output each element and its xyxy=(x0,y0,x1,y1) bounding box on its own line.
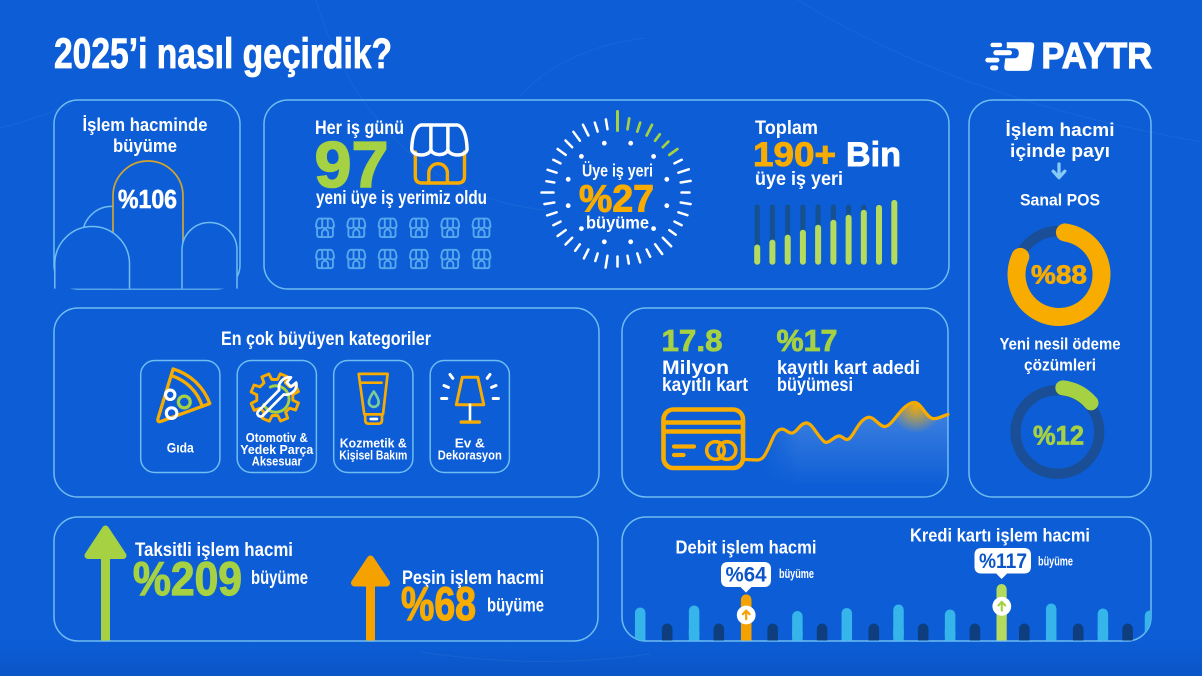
svg-text:kayıtlı kart adedi: kayıtlı kart adedi xyxy=(777,358,920,379)
svg-text:2025’i nasıl geçirdik?: 2025’i nasıl geçirdik? xyxy=(54,30,392,78)
svg-text:büyüme: büyüme xyxy=(1038,555,1073,569)
svg-text:190+: 190+ xyxy=(753,136,836,174)
svg-text:Kişisel Bakım: Kişisel Bakım xyxy=(339,447,407,462)
svg-text:İşlem hacmi: İşlem hacmi xyxy=(1006,119,1115,140)
svg-text:büyüme: büyüme xyxy=(251,567,308,589)
svg-text:Sanal POS: Sanal POS xyxy=(1020,192,1100,210)
svg-text:97: 97 xyxy=(315,128,389,201)
svg-text:büyüme: büyüme xyxy=(586,213,649,233)
svg-text:Milyon: Milyon xyxy=(662,358,729,379)
svg-text:Toplam: Toplam xyxy=(755,118,818,139)
svg-text:Gıda: Gıda xyxy=(167,441,194,456)
svg-text:içinde payı: içinde payı xyxy=(1010,140,1110,161)
svg-text:%12: %12 xyxy=(1033,421,1084,451)
svg-text:büyüme: büyüme xyxy=(113,136,177,156)
svg-text:PAYTR: PAYTR xyxy=(1042,35,1153,76)
svg-text:%106: %106 xyxy=(118,184,177,214)
svg-text:%68: %68 xyxy=(401,577,476,630)
svg-text:büyüme: büyüme xyxy=(779,567,814,581)
svg-text:Aksesuar: Aksesuar xyxy=(252,454,302,469)
svg-text:%88: %88 xyxy=(1031,262,1087,290)
svg-text:Otomotiv &: Otomotiv & xyxy=(246,430,308,445)
svg-text:Kozmetik &: Kozmetik & xyxy=(340,435,407,450)
svg-text:yeni üye iş yerimiz oldu: yeni üye iş yerimiz oldu xyxy=(316,187,487,209)
svg-text:En çok büyüyen kategoriler: En çok büyüyen kategoriler xyxy=(221,328,431,350)
svg-text:Kredi kartı işlem hacmi: Kredi kartı işlem hacmi xyxy=(910,525,1090,546)
svg-text:Üye iş yeri: Üye iş yeri xyxy=(582,161,653,181)
svg-text:%17: %17 xyxy=(777,323,838,358)
svg-text:%64: %64 xyxy=(726,563,767,587)
svg-text:Ev &: Ev & xyxy=(455,435,485,450)
svg-text:büyüme: büyüme xyxy=(487,595,544,617)
svg-text:%117: %117 xyxy=(979,549,1027,573)
svg-text:büyümesi: büyümesi xyxy=(777,375,853,396)
svg-text:Bin: Bin xyxy=(846,136,901,174)
svg-text:%27: %27 xyxy=(579,179,654,221)
svg-text:17.8: 17.8 xyxy=(662,323,723,358)
svg-text:%209: %209 xyxy=(133,552,242,605)
svg-text:üye iş yeri: üye iş yeri xyxy=(755,168,843,190)
svg-text:Yeni nesil ödeme: Yeni nesil ödeme xyxy=(1000,336,1121,354)
svg-text:Peşin işlem hacmi: Peşin işlem hacmi xyxy=(402,567,544,589)
svg-text:Debit işlem hacmi: Debit işlem hacmi xyxy=(676,537,817,558)
svg-text:Taksitli işlem hacmi: Taksitli işlem hacmi xyxy=(135,539,293,561)
svg-text:Her iş günü: Her iş günü xyxy=(315,117,404,139)
svg-text:kayıtlı kart: kayıtlı kart xyxy=(662,375,749,396)
svg-text:çözümleri: çözümleri xyxy=(1024,357,1096,375)
svg-text:Yedek Parça: Yedek Parça xyxy=(240,442,314,457)
svg-text:Dekorasyon: Dekorasyon xyxy=(438,447,502,462)
svg-text:İşlem hacminde: İşlem hacminde xyxy=(83,115,208,135)
